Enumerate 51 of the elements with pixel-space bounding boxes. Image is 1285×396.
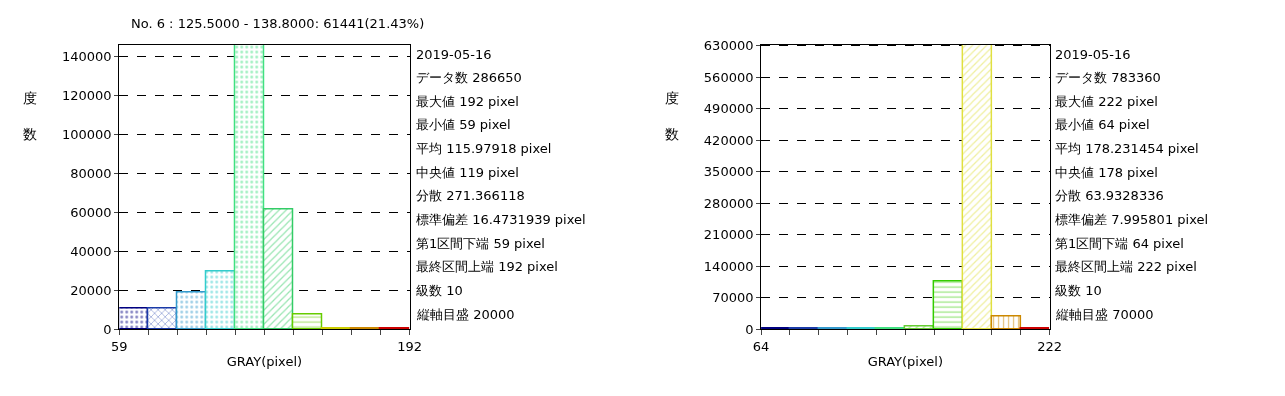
text: 最終区間上端 222 pixel <box>1055 259 1197 274</box>
text: 度数 <box>23 90 37 143</box>
y-tick-label: 210000 <box>703 227 754 243</box>
text: 2019-05-16 <box>416 47 492 62</box>
y-tick-label: 490000 <box>703 101 754 117</box>
y-tick-label: 350000 <box>703 164 754 180</box>
x-axis-title: GRAY(pixel) <box>867 354 943 370</box>
y-tick-label: 70000 <box>712 290 754 306</box>
text: 標準偏差 7.995801 pixel <box>1055 212 1209 227</box>
y-tick-label: 140000 <box>703 258 754 274</box>
x-tick-label: 222 <box>1037 338 1062 354</box>
y-tick-label: 40000 <box>70 243 112 259</box>
text: 級数 10 <box>416 283 463 298</box>
chart-title: No. 6 : 125.5000 - 138.8000: 61441(21.43%) <box>131 16 425 31</box>
y-tick-label: 0 <box>745 321 754 337</box>
x-axis-title: GRAY(pixel) <box>226 354 303 370</box>
x-tick-label: 59 <box>110 338 128 354</box>
y-tick-label: 0 <box>103 321 112 337</box>
text: 第1区間下端 59 pixel <box>416 236 545 251</box>
text: 最小値 59 pixel <box>416 117 511 132</box>
text: 縦軸目盛 20000 <box>416 307 515 322</box>
y-tick-label: 140000 <box>62 49 112 65</box>
text: 最小値 64 pixel <box>1055 117 1150 132</box>
y-tick-label: 420000 <box>703 132 754 148</box>
text: 2019-05-16 <box>1055 47 1131 62</box>
text: 分散 63.9328336 <box>1055 188 1164 203</box>
y-tick-label: 80000 <box>70 166 112 182</box>
text: データ数 783360 <box>1055 70 1161 85</box>
y-tick-label: 60000 <box>70 205 112 220</box>
y-tick-label: 280000 <box>703 195 754 211</box>
x-tick-label: 192 <box>397 338 423 354</box>
x-tick-label: 64 <box>752 338 770 354</box>
y-tick-label: 120000 <box>62 88 112 104</box>
text: 最大値 222 pixel <box>1055 94 1158 109</box>
y-tick-label: 560000 <box>703 69 754 85</box>
text: 級数 10 <box>1055 283 1102 298</box>
text: 度数 <box>665 90 679 143</box>
text: 最終区間上端 192 pixel <box>416 259 558 274</box>
y-tick-label: 630000 <box>703 38 754 54</box>
text: 最大値 192 pixel <box>416 94 519 109</box>
text: 中央値 178 pixel <box>1055 165 1158 180</box>
y-tick-label: 20000 <box>70 282 112 298</box>
text: 分散 271.366118 <box>416 188 525 203</box>
text: 中央値 119 pixel <box>416 165 519 180</box>
y-tick-label: 100000 <box>62 127 112 143</box>
text: 平均 178.231454 pixel <box>1055 141 1199 156</box>
text: データ数 286650 <box>416 70 522 85</box>
text: 第1区間下端 64 pixel <box>1055 236 1184 251</box>
text: 平均 115.97918 pixel <box>416 141 552 156</box>
text: 縦軸目盛 70000 <box>1055 307 1154 322</box>
text: 標準偏差 16.4731939 pixel <box>416 212 586 227</box>
